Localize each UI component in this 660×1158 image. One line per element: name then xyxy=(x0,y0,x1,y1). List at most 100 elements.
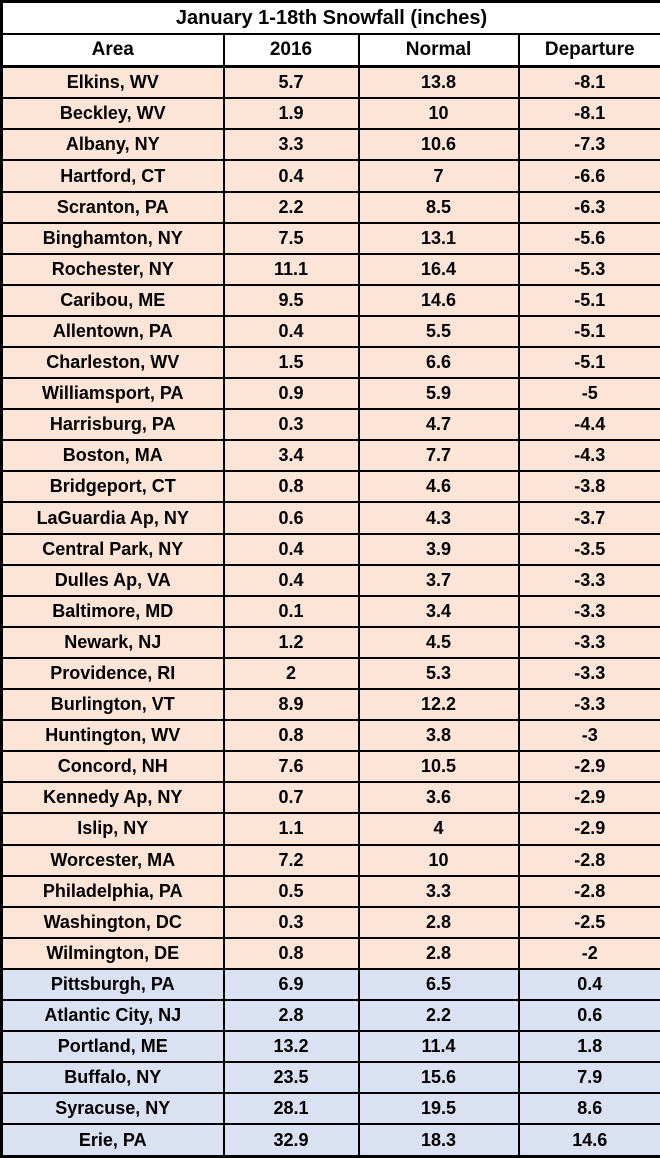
value-2016-cell: 7.5 xyxy=(222,221,360,255)
value-2016-cell: 3.4 xyxy=(222,439,360,473)
value-2016-cell: 7.2 xyxy=(222,843,360,877)
table-row: Concord, NH 7.6 10.5 -2.9 xyxy=(0,750,660,784)
departure-cell: -5.1 xyxy=(517,314,660,349)
departure-cell: -2.8 xyxy=(517,874,660,908)
value-2016-cell: 1.2 xyxy=(222,625,360,659)
departure-cell: -6.6 xyxy=(517,159,660,193)
table-row: Portland, ME 13.2 11.4 1.8 xyxy=(0,1030,660,1064)
table-row: Baltimore, MD 0.1 3.4 -3.3 xyxy=(0,594,660,628)
area-cell: Atlantic City, NJ xyxy=(0,998,225,1033)
normal-cell: 4 xyxy=(357,812,520,846)
normal-cell: 4.7 xyxy=(357,408,520,442)
area-cell: Concord, NH xyxy=(0,750,225,784)
value-2016-cell: 8.9 xyxy=(222,688,360,722)
area-cell: Hartford, CT xyxy=(0,159,225,193)
table-row: LaGuardia Ap, NY 0.6 4.3 -3.7 xyxy=(0,501,660,535)
table-row: Elkins, WV 5.7 13.8 -8.1 xyxy=(0,65,660,100)
normal-cell: 2.8 xyxy=(357,905,520,939)
departure-cell: 1.8 xyxy=(517,1030,660,1064)
area-cell: Charleston, WV xyxy=(0,346,225,380)
table-row: Buffalo, NY 23.5 15.6 7.9 xyxy=(0,1061,660,1095)
area-cell: Elkins, WV xyxy=(0,65,225,100)
normal-cell: 14.6 xyxy=(357,283,520,317)
area-cell: Newark, NJ xyxy=(0,625,225,659)
table-row: Albany, NY 3.3 10.6 -7.3 xyxy=(0,128,660,162)
area-cell: Binghamton, NY xyxy=(0,221,225,255)
area-cell: Harrisburg, PA xyxy=(0,408,225,442)
value-2016-cell: 5.7 xyxy=(222,65,360,100)
value-2016-cell: 7.6 xyxy=(222,750,360,784)
area-cell: Albany, NY xyxy=(0,128,225,162)
normal-cell: 4.5 xyxy=(357,625,520,659)
departure-cell: -5.3 xyxy=(517,252,660,286)
area-cell: Portland, ME xyxy=(0,1030,225,1064)
table-row: Charleston, WV 1.5 6.6 -5.1 xyxy=(0,346,660,380)
normal-cell: 15.6 xyxy=(357,1061,520,1095)
value-2016-cell: 0.5 xyxy=(222,874,360,908)
table-row: Bridgeport, CT 0.8 4.6 -3.8 xyxy=(0,470,660,504)
value-2016-cell: 1.5 xyxy=(222,346,360,380)
departure-cell: 0.4 xyxy=(517,967,660,1001)
area-cell: Beckley, WV xyxy=(0,97,225,131)
area-cell: Caribou, ME xyxy=(0,283,225,317)
table-row: Dulles Ap, VA 0.4 3.7 -3.3 xyxy=(0,563,660,597)
area-cell: Pittsburgh, PA xyxy=(0,967,225,1001)
table-title: January 1-18th Snowfall (inches) xyxy=(0,0,660,35)
value-2016-cell: 1.1 xyxy=(222,812,360,846)
departure-cell: -2.9 xyxy=(517,781,660,815)
table-row: Huntington, WV 0.8 3.8 -3 xyxy=(0,719,660,753)
normal-cell: 6.6 xyxy=(357,346,520,380)
departure-cell: -2.8 xyxy=(517,843,660,877)
value-2016-cell: 0.1 xyxy=(222,594,360,628)
normal-cell: 5.3 xyxy=(357,656,520,691)
area-cell: Erie, PA xyxy=(0,1123,225,1158)
value-2016-cell: 0.8 xyxy=(222,936,360,970)
value-2016-cell: 0.4 xyxy=(222,314,360,349)
departure-cell: -4.4 xyxy=(517,408,660,442)
departure-cell: -6.3 xyxy=(517,190,660,224)
area-cell: Syracuse, NY xyxy=(0,1092,225,1126)
value-2016-cell: 3.3 xyxy=(222,128,360,162)
normal-cell: 2.2 xyxy=(357,998,520,1033)
area-cell: LaGuardia Ap, NY xyxy=(0,501,225,535)
normal-cell: 3.8 xyxy=(357,719,520,753)
normal-cell: 13.1 xyxy=(357,221,520,255)
area-cell: Williamsport, PA xyxy=(0,377,225,411)
value-2016-cell: 1.9 xyxy=(222,97,360,131)
table-row: Providence, RI 2 5.3 -3.3 xyxy=(0,656,660,691)
normal-cell: 8.5 xyxy=(357,190,520,224)
value-2016-cell: 0.6 xyxy=(222,501,360,535)
departure-cell: -2.5 xyxy=(517,905,660,939)
value-2016-cell: 9.5 xyxy=(222,283,360,317)
table-row: Atlantic City, NJ 2.8 2.2 0.6 xyxy=(0,998,660,1033)
area-cell: Huntington, WV xyxy=(0,719,225,753)
normal-cell: 19.5 xyxy=(357,1092,520,1126)
value-2016-cell: 23.5 xyxy=(222,1061,360,1095)
area-cell: Wilmington, DE xyxy=(0,936,225,970)
departure-cell: -3.8 xyxy=(517,470,660,504)
table-row: Wilmington, DE 0.8 2.8 -2 xyxy=(0,936,660,970)
value-2016-cell: 28.1 xyxy=(222,1092,360,1126)
area-cell: Philadelphia, PA xyxy=(0,874,225,908)
table-row: Hartford, CT 0.4 7 -6.6 xyxy=(0,159,660,193)
table-row: Washington, DC 0.3 2.8 -2.5 xyxy=(0,905,660,939)
value-2016-cell: 0.3 xyxy=(222,408,360,442)
table-row: Allentown, PA 0.4 5.5 -5.1 xyxy=(0,314,660,349)
departure-cell: -5.1 xyxy=(517,346,660,380)
value-2016-cell: 0.3 xyxy=(222,905,360,939)
value-2016-cell: 0.4 xyxy=(222,563,360,597)
departure-cell: -2 xyxy=(517,936,660,970)
value-2016-cell: 0.8 xyxy=(222,470,360,504)
normal-cell: 10 xyxy=(357,97,520,131)
value-2016-cell: 0.9 xyxy=(222,377,360,411)
table-row: Pittsburgh, PA 6.9 6.5 0.4 xyxy=(0,967,660,1001)
departure-cell: -2.9 xyxy=(517,812,660,846)
normal-cell: 3.7 xyxy=(357,563,520,597)
departure-cell: -5.1 xyxy=(517,283,660,317)
area-cell: Bridgeport, CT xyxy=(0,470,225,504)
table-header-row: Area 2016 Normal Departure xyxy=(0,33,660,68)
departure-cell: -7.3 xyxy=(517,128,660,162)
column-header-normal: Normal xyxy=(357,33,520,68)
area-cell: Baltimore, MD xyxy=(0,594,225,628)
table-row: Williamsport, PA 0.9 5.9 -5 xyxy=(0,377,660,411)
